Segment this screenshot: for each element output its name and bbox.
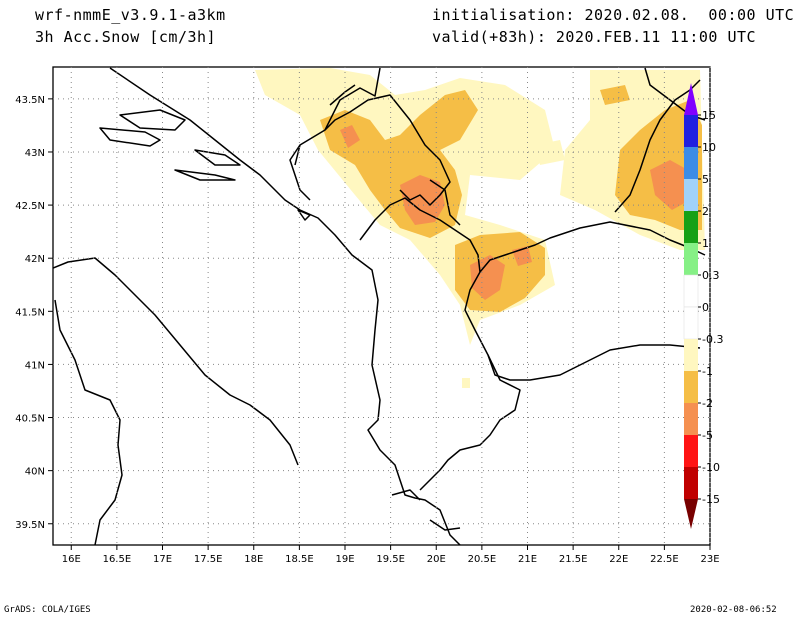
colorbar-segment	[684, 435, 698, 467]
lon-tick-label: 23E	[700, 554, 719, 565]
lat-tick-label: 42.5N	[15, 201, 45, 212]
colorbar-label: -2	[702, 397, 713, 410]
lon-tick-label: 22E	[609, 554, 628, 565]
colorbar-segment	[683, 274, 699, 308]
colorbar-segment	[684, 147, 698, 179]
colorbar-label: 5	[702, 173, 709, 186]
colorbar-segment	[684, 115, 698, 147]
lat-tick-label: 40N	[25, 467, 45, 478]
colorbar-label: 15	[702, 109, 716, 122]
lon-tick-label: 19E	[335, 554, 354, 565]
colorbar-bottom-arrow	[684, 499, 698, 529]
lon-tick-label: 21E	[518, 554, 537, 565]
colorbar: 15 10 5 2 1 0.3 0 -0.3 -1 -2 -5 -10 -15	[683, 83, 723, 529]
valid-time: valid(+83h): 2020.FEB.11 11:00 UTC	[432, 28, 757, 46]
colorbar-segment	[684, 371, 698, 403]
colorbar-label: -10	[702, 461, 720, 474]
colorbar-segment	[684, 179, 698, 211]
latitude-axis: 39.5N 40N 40.5N 41N 41.5N 42N 42.5N 43N 43.5N	[15, 95, 53, 531]
lon-tick-label: 18.5E	[285, 554, 314, 565]
lon-tick-label: 21.5E	[559, 554, 588, 565]
lon-tick-label: 17E	[153, 554, 172, 565]
lon-tick-label: 22.5E	[650, 554, 679, 565]
colorbar-label: -15	[702, 493, 720, 506]
colorbar-segment	[684, 339, 698, 371]
colorbar-label: 0.3	[702, 269, 720, 282]
colorbar-label: -0.3	[702, 333, 723, 346]
colorbar-label: 0	[702, 301, 709, 314]
colorbar-segment	[684, 467, 698, 499]
lon-tick-label: 16E	[62, 554, 81, 565]
colorbar-segment	[684, 243, 698, 275]
lat-tick-label: 43.5N	[15, 95, 45, 106]
lon-tick-label: 16.5E	[103, 554, 132, 565]
colorbar-label: -1	[702, 365, 713, 378]
model-title: wrf-nmmE_v3.9.1-a3km	[35, 6, 226, 24]
lat-tick-label: 41.5N	[15, 307, 45, 318]
colorbar-segment	[684, 403, 698, 435]
lon-tick-label: 20E	[427, 554, 446, 565]
colorbar-segment	[684, 211, 698, 243]
colorbar-segment	[683, 306, 699, 340]
grads-credit: GrADS: COLA/IGES	[4, 605, 91, 615]
colorbar-label: 10	[702, 141, 716, 154]
lat-tick-label: 43N	[25, 148, 45, 159]
coastlines-borders	[53, 67, 706, 545]
init-time: initialisation: 2020.02.08. 00:00 UTC	[432, 6, 795, 24]
lon-tick-label: 18E	[244, 554, 263, 565]
colorbar-label: 1	[702, 237, 709, 250]
lon-tick-label: 17.5E	[194, 554, 223, 565]
longitude-axis: 16E 16.5E 17E 17.5E 18E 18.5E 19E 19.5E 20E 20.5E…	[62, 545, 720, 565]
lat-tick-label: 40.5N	[15, 414, 45, 425]
colorbar-top-arrow	[684, 83, 698, 115]
lon-tick-label: 19.5E	[376, 554, 405, 565]
colorbar-label: -5	[702, 429, 713, 442]
lon-tick-label: 20.5E	[468, 554, 497, 565]
lat-tick-label: 41N	[25, 360, 45, 371]
render-timestamp: 2020-02-08-06:52	[690, 605, 777, 615]
field-title: 3h Acc.Snow [cm/3h]	[35, 28, 217, 46]
lat-tick-label: 42N	[25, 254, 45, 265]
colorbar-label: 2	[702, 205, 709, 218]
plot-frame	[52, 66, 711, 546]
lat-tick-label: 39.5N	[15, 520, 45, 531]
